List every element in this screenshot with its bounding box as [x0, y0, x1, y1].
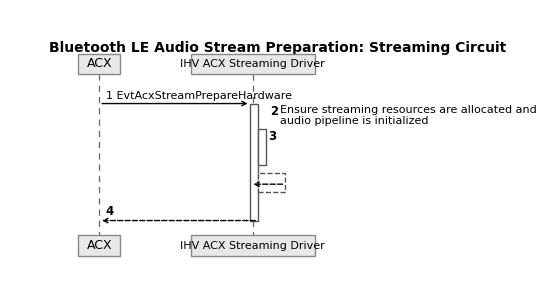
Text: 3: 3	[268, 130, 276, 143]
Text: IHV ACX Streaming Driver: IHV ACX Streaming Driver	[180, 59, 325, 69]
Text: 4: 4	[106, 205, 114, 218]
Bar	[78, 235, 120, 256]
Text: 1 EvtAcxStreamPrepareHardware: 1 EvtAcxStreamPrepareHardware	[106, 91, 292, 101]
Bar	[258, 129, 266, 165]
Text: Ensure streaming resources are allocated and
audio pipeline is initialized: Ensure streaming resources are allocated…	[280, 105, 537, 126]
Bar	[191, 54, 314, 74]
Bar	[78, 54, 120, 74]
Text: Bluetooth LE Audio Stream Preparation: Streaming Circuit: Bluetooth LE Audio Stream Preparation: S…	[49, 41, 506, 55]
Text: 2: 2	[270, 105, 278, 118]
Text: IHV ACX Streaming Driver: IHV ACX Streaming Driver	[180, 240, 325, 250]
Bar	[258, 173, 285, 192]
Bar	[191, 235, 314, 256]
Text: ACX: ACX	[86, 57, 112, 70]
Bar	[250, 104, 258, 221]
Text: ACX: ACX	[86, 239, 112, 252]
